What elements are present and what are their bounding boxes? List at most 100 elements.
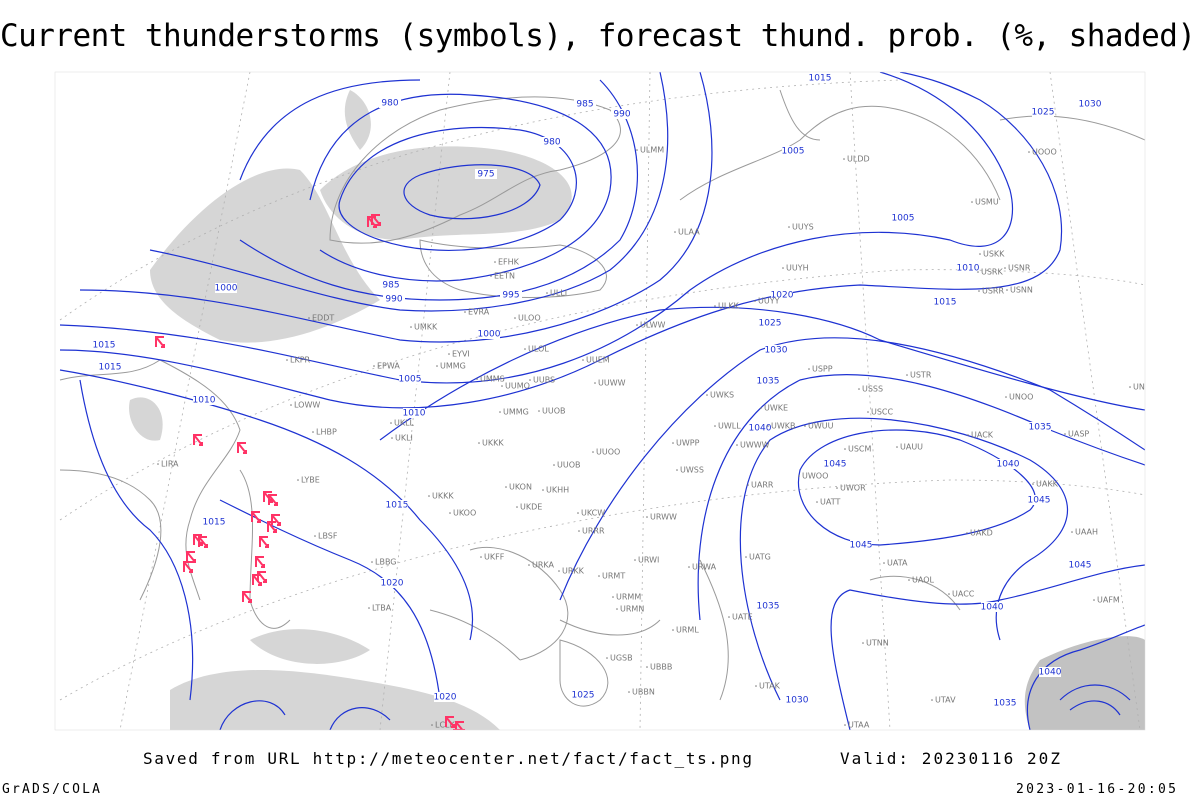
- isobar-label: 1010: [957, 264, 980, 274]
- station-dot: [1005, 396, 1007, 398]
- station-label: UKLI: [395, 434, 413, 443]
- isobar-label-bg: [478, 329, 500, 339]
- isobar-label: 975: [477, 170, 494, 180]
- prob-shade: [1024, 636, 1145, 730]
- isobar-label-bg: [203, 517, 225, 527]
- station-dot: [490, 275, 492, 277]
- station-dot: [1032, 483, 1034, 485]
- station-label: URKA: [532, 561, 555, 570]
- station-dot: [804, 425, 806, 427]
- station-dot: [297, 479, 299, 481]
- isobar-label-bg: [541, 137, 563, 147]
- isobar-label-bg: [383, 294, 405, 304]
- isobar-label-bg: [475, 169, 497, 179]
- station-dot: [538, 410, 540, 412]
- station-dot: [616, 608, 618, 610]
- isobar-labels: 980 985 990 980 975 985 990 995 1000 1000 1005 1010…: [93, 73, 1102, 709]
- station-label: ULDD: [847, 155, 870, 164]
- station-label: UKFF: [484, 553, 505, 562]
- isobar-label: 985: [382, 281, 399, 291]
- isobar-label: 985: [576, 100, 593, 110]
- station-label: UUOB: [557, 461, 581, 470]
- isobar-label-bg: [757, 376, 779, 386]
- station-dot: [1028, 151, 1030, 153]
- station-dot: [606, 657, 608, 659]
- station-dot: [706, 394, 708, 396]
- station-label: URMN: [620, 605, 644, 614]
- isobar-label-bg: [749, 423, 771, 433]
- station-label: ULWW: [640, 321, 665, 330]
- prob-shade: [320, 146, 572, 240]
- isobar-label: 1020: [771, 291, 794, 301]
- station-label: USRR: [982, 287, 1004, 296]
- station-label: UWUU: [808, 422, 834, 431]
- thunderstorm-symbol: [193, 434, 203, 446]
- isobar-label: 1015: [386, 501, 409, 511]
- isobar-label-bg: [786, 695, 808, 705]
- isobar-label: 1025: [759, 319, 782, 329]
- isobar-label: 995: [502, 291, 519, 301]
- map-area: 980 985 990 980 975 985 990 995 1000 1000 1005 1010…: [59, 72, 1145, 730]
- isobar-label-bg: [215, 283, 237, 293]
- isobar-label-bg: [997, 459, 1019, 469]
- station-dot: [368, 607, 370, 609]
- isobar: [797, 429, 1036, 546]
- isobar-label-bg: [1028, 495, 1050, 505]
- timestamp: 2023-01-16-20:05: [1016, 782, 1176, 797]
- station-label: UWOO: [802, 472, 828, 481]
- isobar-label: 1010: [193, 396, 216, 406]
- station-dot: [391, 437, 393, 439]
- isobar: [59, 72, 1014, 384]
- station-dot: [862, 642, 864, 644]
- isobar-label-bg: [399, 374, 421, 384]
- station-label: UKLL: [394, 419, 415, 428]
- isobar-label-bg: [380, 280, 402, 290]
- station-dot: [480, 556, 482, 558]
- isobar-label: 1045: [850, 541, 873, 551]
- isobar-label-bg: [434, 692, 456, 702]
- station-label: LTBA: [372, 604, 392, 613]
- isobar-label-bg: [500, 290, 522, 300]
- isobar-label-bg: [934, 297, 956, 307]
- station-dot: [428, 495, 430, 497]
- station-label: UATG: [749, 553, 771, 562]
- isobar-label-bg: [93, 340, 115, 350]
- station-label: LIRA: [161, 460, 179, 469]
- station-dot: [967, 434, 969, 436]
- isobar: [338, 127, 577, 252]
- station-dot: [516, 506, 518, 508]
- station-label: USKK: [983, 250, 1005, 259]
- station-label: EPWA: [377, 362, 400, 371]
- station-dot: [528, 564, 530, 566]
- station-dot: [478, 442, 480, 444]
- map-frame: [54, 71, 1146, 731]
- station-label: UAAH: [1075, 528, 1098, 537]
- prob-shade: [170, 670, 500, 730]
- isobar-label-bg: [1032, 107, 1054, 117]
- station-label: UNOO: [1009, 393, 1033, 402]
- station-dot: [594, 382, 596, 384]
- station-dot: [672, 629, 674, 631]
- isobar-label: 1045: [1069, 561, 1092, 571]
- thunderstorm-symbol: [251, 511, 261, 523]
- station-label: UUBS: [533, 376, 555, 385]
- station-dot: [646, 666, 648, 668]
- thunderstorm-symbol: [242, 591, 252, 603]
- station-label: UTAA: [848, 721, 870, 730]
- station-dot: [745, 556, 747, 558]
- isobar: [830, 564, 1145, 730]
- isobar-label-bg: [574, 99, 596, 109]
- station-dot: [634, 559, 636, 561]
- station-dot: [971, 201, 973, 203]
- isobar-label-bg: [771, 290, 793, 300]
- thunderstorm-symbol: [186, 551, 196, 563]
- station-label: URWA: [692, 563, 717, 572]
- station-label: LBBG: [375, 558, 397, 567]
- station-dot: [529, 379, 531, 381]
- isobar-label: 1000: [215, 284, 238, 294]
- station-label: UATE: [732, 613, 753, 622]
- station-label: LHBP: [316, 428, 337, 437]
- isobar-label-bg: [1069, 560, 1091, 570]
- station-label: ULOL: [528, 345, 549, 354]
